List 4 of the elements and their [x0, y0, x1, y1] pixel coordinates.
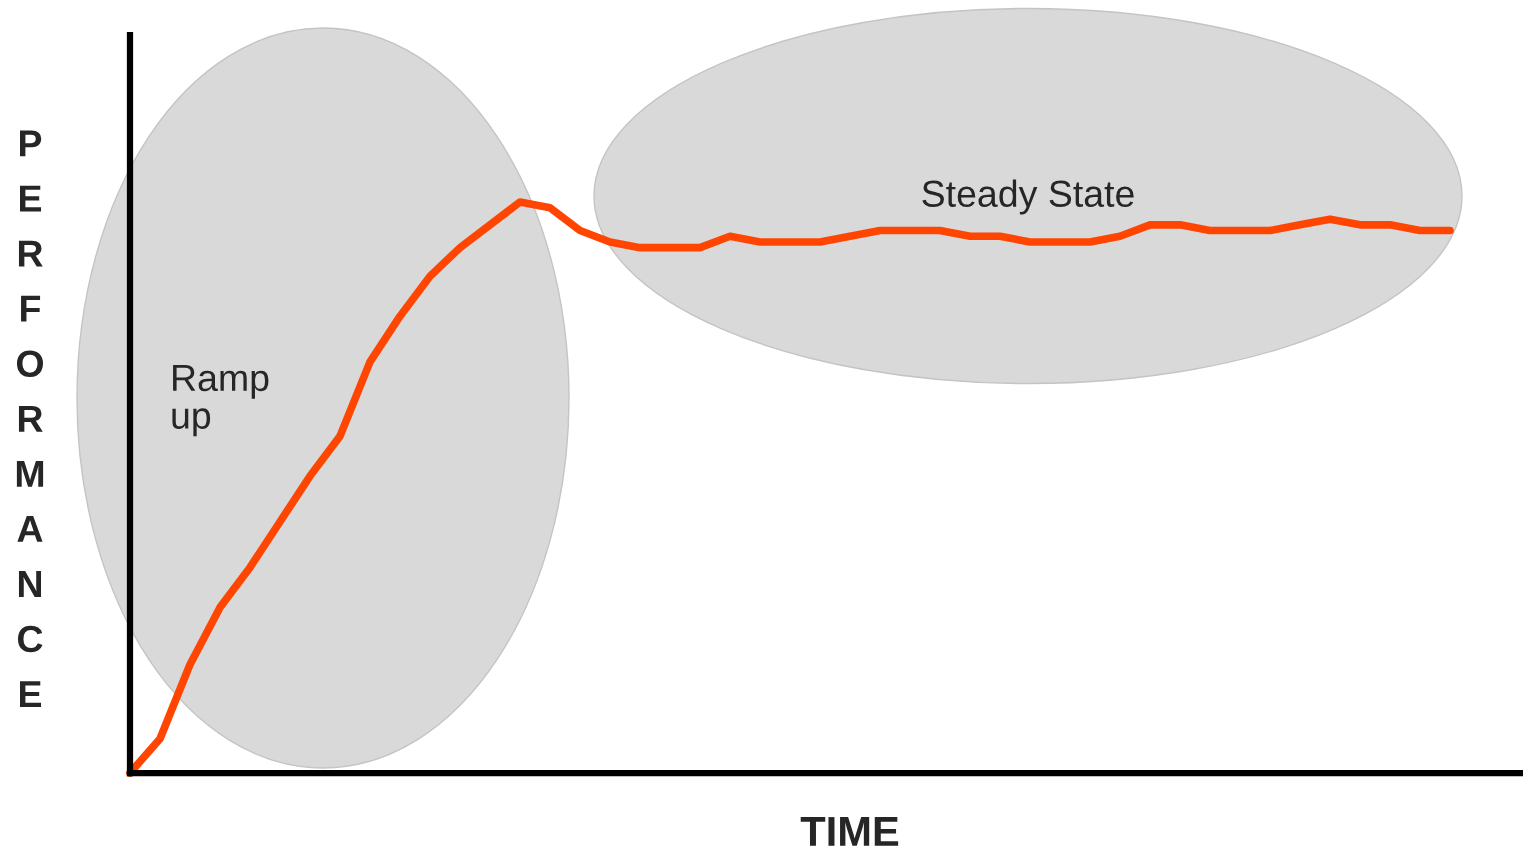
annotation: Steady State [922, 179, 1134, 215]
x-axis-title: TIME [800, 817, 899, 846]
text: PERFORMANCE [16, 130, 44, 708]
annotation: Ramp up [172, 365, 269, 437]
